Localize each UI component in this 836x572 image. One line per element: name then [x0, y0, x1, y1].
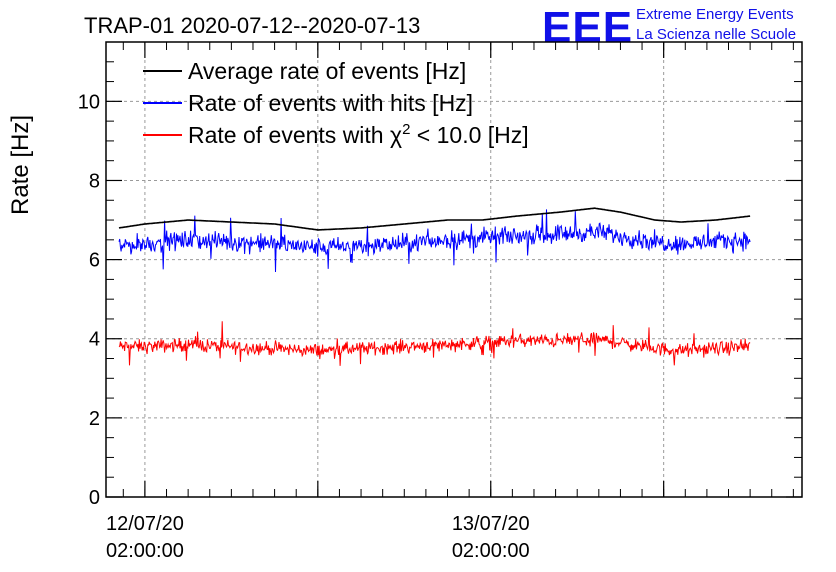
y-tick-label: 0	[89, 487, 100, 509]
series-line-0	[118, 207, 751, 231]
y-tick-label: 10	[78, 91, 100, 113]
y-tick-label: 8	[89, 170, 100, 192]
legend-label-chi2: Rate of events with χ2 < 10.0 [Hz]	[188, 121, 529, 148]
plot-frame	[105, 41, 803, 498]
axes: 0 2 4 6 8 10 12/07/20 02:00:00 13/07/20 02:00:00	[78, 41, 802, 562]
y-tick-label: 6	[89, 250, 100, 272]
y-axis-label: Rate [Hz]	[7, 115, 34, 215]
logo-line-1: Extreme Energy Events	[636, 6, 794, 23]
logo-line-2: La Scienza nelle Scuole	[636, 26, 796, 43]
legend-chi2-prefix: Rate of events with	[188, 122, 390, 148]
legend-chi-symbol: χ	[390, 122, 402, 148]
x-tick-label-date: 13/07/20	[452, 513, 530, 535]
y-tick-label: 2	[89, 408, 100, 430]
x-tick-label-time: 02:00:00	[106, 540, 184, 562]
eee-logo: EEE Extreme Energy Events La Scienza nel…	[542, 3, 796, 52]
legend-label-average: Average rate of events [Hz]	[188, 58, 466, 84]
series-layer	[118, 207, 751, 366]
legend-chi-superscript: 2	[402, 121, 410, 138]
legend-label-hits: Rate of events with hits [Hz]	[188, 90, 473, 116]
y-tick-label: 4	[89, 329, 100, 351]
series-line-1	[118, 209, 751, 273]
series-line-2	[118, 321, 751, 366]
logo-mark: EEE	[542, 3, 633, 52]
x-tick-label-time: 02:00:00	[452, 540, 530, 562]
legend-chi2-suffix: < 10.0 [Hz]	[410, 122, 528, 148]
x-tick-label-date: 12/07/20	[106, 513, 184, 535]
chart-title: TRAP-01 2020-07-12--2020-07-13	[84, 13, 420, 38]
legend: Average rate of events [Hz] Rate of even…	[143, 58, 529, 148]
